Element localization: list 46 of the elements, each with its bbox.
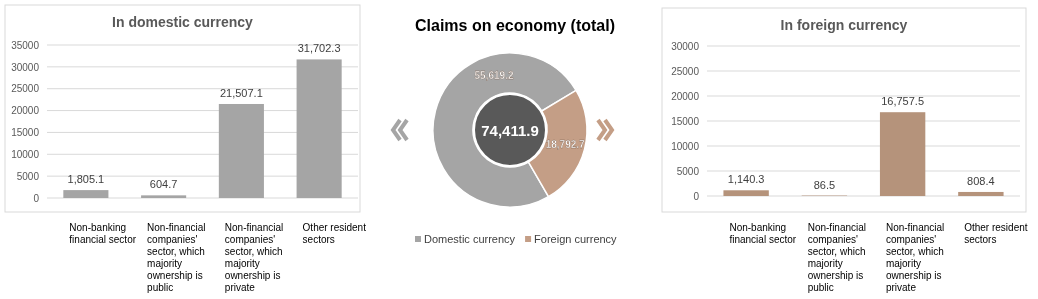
chart-title: In domestic currency <box>112 14 254 30</box>
y-tick-label: 35000 <box>11 39 40 51</box>
chart-title: In foreign currency <box>780 17 908 33</box>
x-tick-label: Non-banking financial sector <box>729 222 797 245</box>
y-tick-label: 5000 <box>676 165 700 177</box>
legend-label: Domestic currency <box>424 233 516 245</box>
bar <box>723 190 769 196</box>
y-tick-label: 25000 <box>671 65 700 77</box>
data-label: 55,619.2 <box>474 70 514 82</box>
data-label: 18,792.7 <box>545 139 586 151</box>
y-tick-label: 20000 <box>11 105 40 117</box>
y-tick-label: 10000 <box>11 148 40 160</box>
x-tick-label: Non-financial companies' sector, which majority ownership is public <box>807 222 867 293</box>
y-tick-label: 30000 <box>11 61 40 73</box>
x-tick-label: Non-financial companies' sector, which majority ownership is private <box>224 222 284 293</box>
data-label: 1,140.3 <box>727 173 765 186</box>
y-tick-label: 25000 <box>11 83 40 95</box>
bar <box>141 195 187 198</box>
data-label: 604.7 <box>149 178 178 191</box>
y-tick-label: 15000 <box>671 115 700 127</box>
chart-title: Claims on economy (total) <box>414 17 616 34</box>
data-label: 86.5 <box>813 178 836 191</box>
bar <box>296 59 342 198</box>
x-tick-label: Non-financial companies' sector, which majority ownership is public <box>147 222 206 293</box>
bar <box>879 112 926 196</box>
text: 74,411.9 <box>481 122 539 139</box>
data-label: 21,507.1 <box>219 86 263 99</box>
bar <box>63 190 109 198</box>
x-tick-label: Other resident sectors <box>302 222 367 245</box>
data-label: 808.4 <box>967 174 995 187</box>
y-tick-label: 10000 <box>671 140 700 152</box>
data-label: 31,702.3 <box>297 42 341 55</box>
bar <box>218 103 264 198</box>
x-tick-label: Other resident sectors <box>964 222 1028 245</box>
data-label: 16,757.5 <box>881 95 925 108</box>
x-tick-label: Non-financial companies' sector, which majority ownership is private <box>885 222 945 293</box>
y-tick-label: 15000 <box>11 127 40 139</box>
y-tick-label: 0 <box>693 190 700 202</box>
y-tick-label: 20000 <box>671 90 700 102</box>
y-tick-label: 5000 <box>16 170 40 182</box>
bar <box>958 191 1004 196</box>
legend-label: Foreign currency <box>534 233 618 245</box>
y-tick-label: 0 <box>33 192 40 204</box>
data-label: 1,805.1 <box>67 173 105 186</box>
x-tick-label: Non-banking financial sector <box>69 222 137 245</box>
y-tick-label: 30000 <box>671 40 700 52</box>
